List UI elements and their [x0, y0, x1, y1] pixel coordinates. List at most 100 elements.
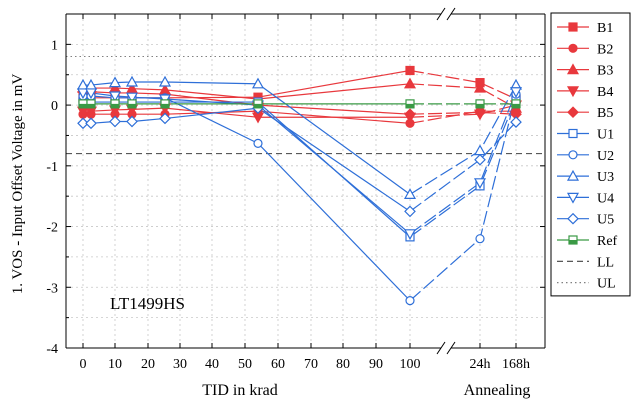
legend-marker-b2 [568, 43, 578, 53]
data-point-ref-fill [79, 103, 87, 108]
data-point-u5 [510, 116, 522, 128]
legend-label-ul: UL [597, 277, 616, 292]
data-point-ref-fill [406, 103, 414, 108]
annotation-label: LT1499HS [110, 294, 185, 313]
limit-lines [66, 56, 545, 155]
data-point-b5 [474, 106, 486, 119]
legend-marker-u3 [566, 169, 580, 181]
x-tick-label: 168h [502, 357, 530, 372]
data-point-u4 [84, 88, 98, 100]
y-tick-label: -3 [46, 281, 58, 296]
legend-marker-u4 [566, 192, 580, 204]
data-point-u4 [473, 178, 487, 190]
series-line-annealing-b3 [409, 83, 517, 109]
legend-marker-u2 [568, 150, 578, 160]
data-point-u4 [108, 91, 122, 103]
y-tick-label: 1 [51, 38, 58, 53]
legend-label-b1: B1 [597, 21, 613, 36]
series-line-annealing-b2 [409, 110, 516, 124]
data-point-ref-fill [87, 103, 95, 108]
data-point-u4 [76, 88, 90, 100]
x-axis-label-annealing: Annealing [464, 382, 531, 399]
x-tick-label: 60 [271, 357, 285, 372]
data-point-b5 [404, 108, 416, 121]
x-tick-label: 90 [369, 357, 383, 372]
x-tick-label: 30 [173, 357, 187, 372]
series-line-annealing-b5 [409, 111, 517, 115]
data-point-b3 [473, 81, 487, 93]
axis-break-gap [441, 8, 451, 20]
legend-marker-u5 [567, 212, 579, 225]
legend-label-u1: U1 [597, 128, 614, 143]
data-point-u2 [253, 138, 263, 148]
data-point-u3 [108, 76, 122, 88]
legend-marker-b1 [568, 22, 578, 32]
legend-label-ll: LL [597, 255, 614, 270]
x-tick-label: 24h [470, 357, 491, 372]
legend-marker-u1 [568, 128, 578, 139]
axis-break-mark [446, 341, 456, 355]
series-line-annealing-b1 [409, 69, 517, 100]
axis-break-gap [441, 342, 451, 354]
series-line-annealing-u5 [409, 121, 517, 212]
y-tick-label: -4 [46, 342, 58, 357]
data-point-u5 [126, 115, 138, 128]
series-markers [76, 65, 523, 306]
x-tick-label: 100 [400, 357, 421, 372]
y-tick-label: 0 [51, 99, 58, 114]
x-tick-label: 20 [141, 357, 155, 372]
data-point-ref-fill [161, 103, 169, 108]
data-point-b3 [403, 77, 417, 89]
data-point-u5 [159, 112, 171, 125]
data-point-u4 [403, 229, 417, 241]
x-tick-label: 40 [205, 357, 219, 372]
x-tick-label: 70 [304, 357, 318, 372]
data-point-u3 [251, 77, 265, 89]
series-line-annealing-u1 [409, 98, 517, 238]
legend-marker-b4 [566, 86, 580, 98]
plot-frame [65, 7, 546, 355]
data-point-u5 [404, 205, 416, 218]
legend-label-u4: U4 [597, 191, 614, 206]
data-point-u2 [405, 296, 415, 306]
legend-marker-ref-fill [569, 240, 577, 244]
y-tick-label: -2 [46, 221, 58, 236]
x-axis-label-tid: TID in krad [202, 382, 278, 399]
legend: B1 B2 B3 B4 B5 U1 U2 U3 U4 U5 Ref LL UL [550, 12, 631, 297]
legend-label-b2: B2 [597, 42, 613, 57]
y-axis-label: 1. VOS - Input Offset Voltage in mV [10, 74, 26, 295]
axis-break-mark [436, 341, 446, 355]
data-point-u5 [77, 117, 89, 130]
legend-label-ref: Ref [597, 234, 618, 249]
data-point-u3 [158, 75, 172, 87]
legend-marker-b3 [566, 63, 580, 75]
legend-label-u5: U5 [597, 213, 614, 228]
legend-label-u3: U3 [597, 170, 614, 185]
data-point-u2 [475, 234, 485, 244]
data-point-ref-fill [512, 103, 520, 108]
legend-label-u2: U2 [597, 149, 614, 164]
data-point-ref-fill [476, 103, 484, 108]
data-point-u5 [109, 115, 121, 128]
data-point-ref-fill [128, 103, 136, 108]
x-tick-label: 50 [238, 357, 252, 372]
data-point-ref-fill [111, 103, 119, 108]
legend-label-b5: B5 [597, 106, 613, 121]
data-point-u5 [85, 117, 97, 130]
y-tick-label: -1 [46, 160, 58, 175]
x-tick-label: 0 [80, 357, 87, 372]
series-line-annealing-u4 [409, 91, 517, 235]
x-tick-label: 80 [336, 357, 350, 372]
data-point-u4 [125, 92, 139, 104]
data-point-u3 [403, 188, 417, 199]
legend-label-b3: B3 [597, 64, 613, 79]
x-tick-label: 10 [108, 357, 122, 372]
axis-break-mark [436, 7, 446, 21]
data-point-u4 [509, 87, 523, 98]
data-point-b1 [405, 65, 415, 76]
legend-marker-b5 [567, 106, 579, 119]
data-point-u3 [125, 75, 139, 87]
legend-label-b4: B4 [597, 85, 613, 100]
